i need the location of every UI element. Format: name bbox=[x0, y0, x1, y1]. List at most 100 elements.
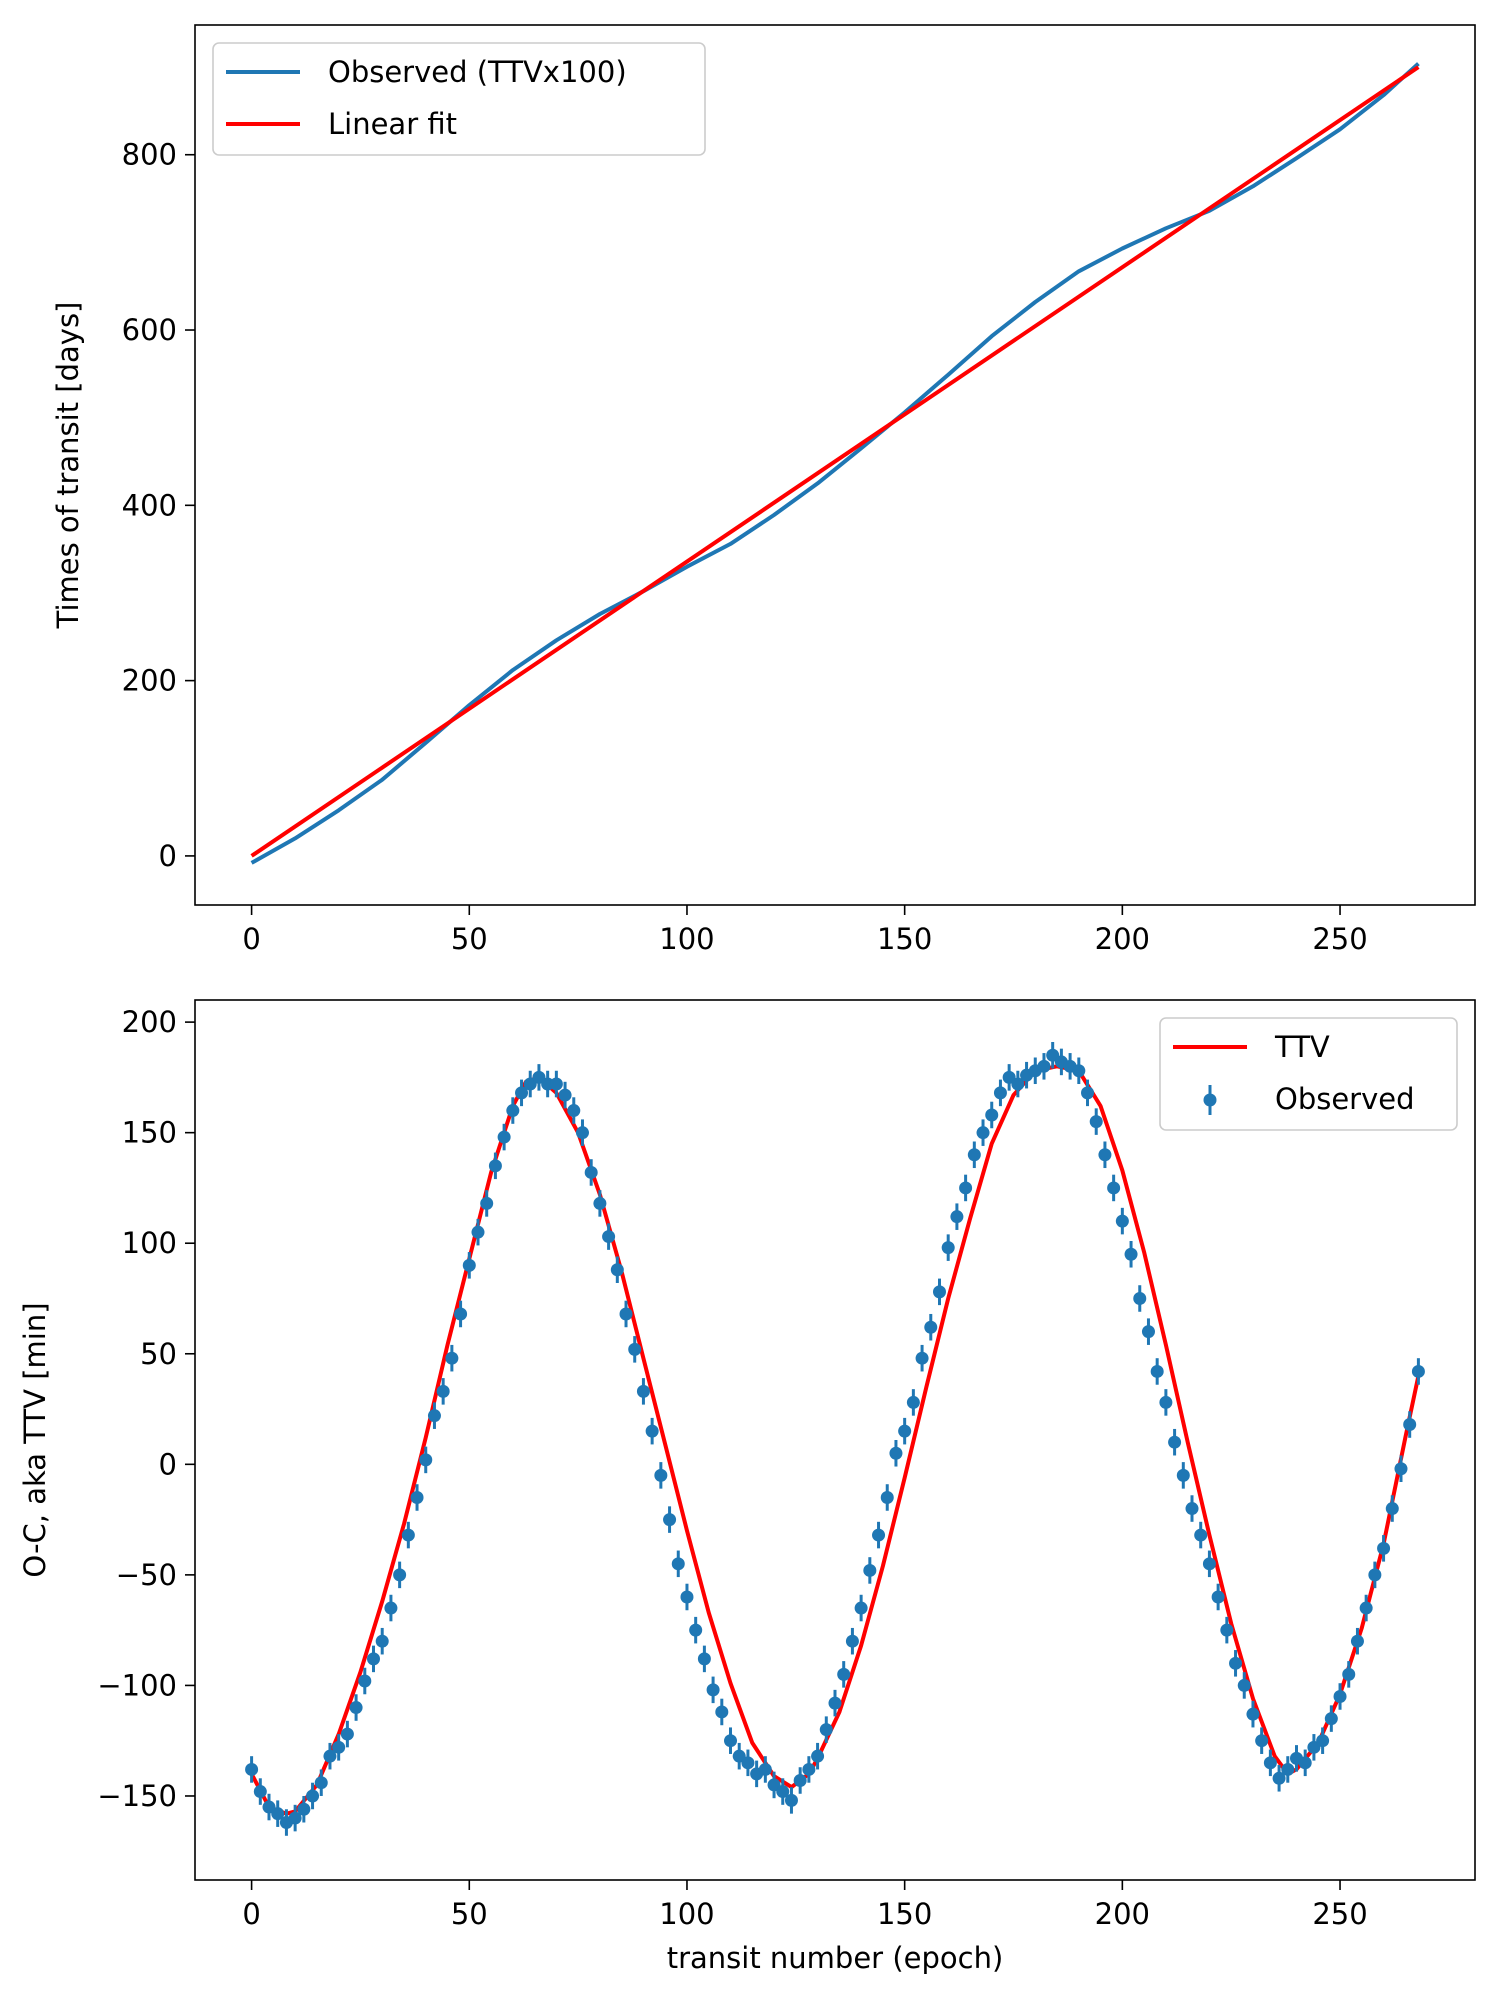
observed-point bbox=[1107, 1174, 1121, 1202]
observed-marker bbox=[845, 1634, 859, 1648]
observed-marker bbox=[401, 1528, 415, 1542]
observed-point bbox=[1211, 1583, 1225, 1611]
observed-marker bbox=[1237, 1678, 1251, 1692]
observed-marker bbox=[288, 1811, 302, 1825]
observed-marker bbox=[941, 1241, 955, 1255]
observed-marker bbox=[1229, 1656, 1243, 1670]
observed-point bbox=[593, 1190, 607, 1217]
observed-point bbox=[645, 1417, 659, 1445]
observed-point bbox=[1168, 1428, 1182, 1456]
observed-marker bbox=[741, 1756, 755, 1770]
top-x-tick-label: 200 bbox=[1095, 922, 1150, 956]
observed-marker bbox=[872, 1528, 886, 1542]
observed-point bbox=[837, 1661, 851, 1688]
observed-point bbox=[1115, 1207, 1129, 1235]
observed-point bbox=[828, 1689, 842, 1717]
legend-observed-dot bbox=[1203, 1093, 1217, 1107]
top-x-tick-label: 250 bbox=[1312, 922, 1367, 956]
observed-marker bbox=[654, 1468, 668, 1482]
observed-marker bbox=[976, 1126, 990, 1140]
top-y-tick-label: 400 bbox=[122, 488, 177, 522]
observed-point bbox=[1202, 1550, 1216, 1578]
observed-marker bbox=[645, 1424, 659, 1438]
observed-point bbox=[1237, 1672, 1251, 1699]
observed-marker bbox=[628, 1342, 642, 1356]
bottom-y-tick-label: 200 bbox=[122, 1005, 177, 1039]
observed-marker bbox=[985, 1108, 999, 1122]
bottom-x-tick-label: 150 bbox=[877, 1897, 932, 1931]
observed-marker bbox=[993, 1086, 1007, 1100]
observed-marker bbox=[506, 1104, 520, 1118]
observed-marker bbox=[1359, 1601, 1373, 1615]
observed-point bbox=[932, 1278, 946, 1306]
observed-point bbox=[1081, 1079, 1095, 1107]
observed-marker bbox=[1342, 1667, 1356, 1681]
observed-marker bbox=[1202, 1557, 1216, 1571]
top-x-tick-label: 100 bbox=[659, 922, 714, 956]
observed-point bbox=[915, 1344, 929, 1372]
observed-point bbox=[488, 1152, 502, 1180]
observed-point bbox=[1220, 1616, 1234, 1644]
observed-marker bbox=[776, 1785, 790, 1799]
observed-marker bbox=[271, 1807, 285, 1821]
observed-marker bbox=[358, 1674, 372, 1688]
observed-marker bbox=[619, 1307, 633, 1321]
observed-marker bbox=[515, 1086, 529, 1100]
observed-point bbox=[610, 1256, 624, 1284]
observed-point bbox=[976, 1119, 990, 1146]
observed-point bbox=[1011, 1070, 1025, 1098]
observed-point bbox=[445, 1344, 459, 1372]
observed-marker bbox=[854, 1601, 868, 1615]
legend-ttv-label: TTV bbox=[1274, 1030, 1330, 1064]
observed-point bbox=[1385, 1495, 1399, 1522]
observed-marker bbox=[1385, 1502, 1399, 1516]
bottom-y-tick-label: −50 bbox=[116, 1558, 177, 1592]
top-y-tick-label: 200 bbox=[122, 664, 177, 698]
observed-point bbox=[1324, 1705, 1338, 1732]
observed-point bbox=[323, 1742, 337, 1770]
observed-marker bbox=[610, 1263, 624, 1277]
observed-point bbox=[654, 1462, 668, 1489]
observed-point bbox=[358, 1667, 372, 1695]
observed-point bbox=[1089, 1108, 1103, 1135]
observed-point bbox=[253, 1778, 267, 1805]
observed-marker bbox=[558, 1088, 572, 1102]
observed-marker bbox=[1141, 1325, 1155, 1339]
observed-point bbox=[1377, 1535, 1391, 1562]
bottom-y-tick-label: 100 bbox=[122, 1226, 177, 1260]
observed-marker bbox=[314, 1776, 328, 1790]
observed-marker bbox=[593, 1196, 607, 1210]
bottom-x-tick-label: 100 bbox=[659, 1897, 714, 1931]
observed-marker bbox=[1081, 1086, 1095, 1100]
observed-marker bbox=[427, 1409, 441, 1423]
observed-marker bbox=[462, 1258, 476, 1272]
observed-point bbox=[906, 1389, 920, 1416]
observed-marker bbox=[1281, 1762, 1295, 1776]
observed-marker bbox=[375, 1634, 389, 1648]
observed-marker bbox=[706, 1683, 720, 1697]
observed-point bbox=[349, 1694, 363, 1721]
observed-point bbox=[924, 1313, 938, 1341]
observed-marker bbox=[1133, 1291, 1147, 1305]
observed-point bbox=[1281, 1756, 1295, 1783]
observed-point bbox=[584, 1159, 598, 1186]
observed-point bbox=[941, 1234, 955, 1261]
observed-point bbox=[558, 1081, 572, 1109]
observed-marker bbox=[1107, 1181, 1121, 1195]
observed-point bbox=[758, 1756, 772, 1783]
observed-marker bbox=[1011, 1077, 1025, 1091]
observed-marker bbox=[880, 1490, 894, 1504]
observed-marker bbox=[436, 1384, 450, 1398]
observed-marker bbox=[454, 1307, 468, 1321]
bottom-x-tick-label: 250 bbox=[1312, 1897, 1367, 1931]
observed-marker bbox=[863, 1563, 877, 1577]
legend-observed-label: Observed (TTVx100) bbox=[328, 55, 627, 89]
observed-marker bbox=[1377, 1541, 1391, 1555]
bottom-chart: 0 50 100 150 200 250 −150−100−50050100150200 … bbox=[18, 999, 1476, 1975]
observed-point bbox=[375, 1627, 389, 1655]
bottom-x-tick-label: 0 bbox=[242, 1897, 260, 1931]
observed-marker bbox=[898, 1424, 912, 1438]
observed-marker bbox=[1220, 1623, 1234, 1637]
top-y-tick-label: 800 bbox=[122, 138, 177, 172]
bottom-plot-frame bbox=[194, 999, 1476, 1881]
